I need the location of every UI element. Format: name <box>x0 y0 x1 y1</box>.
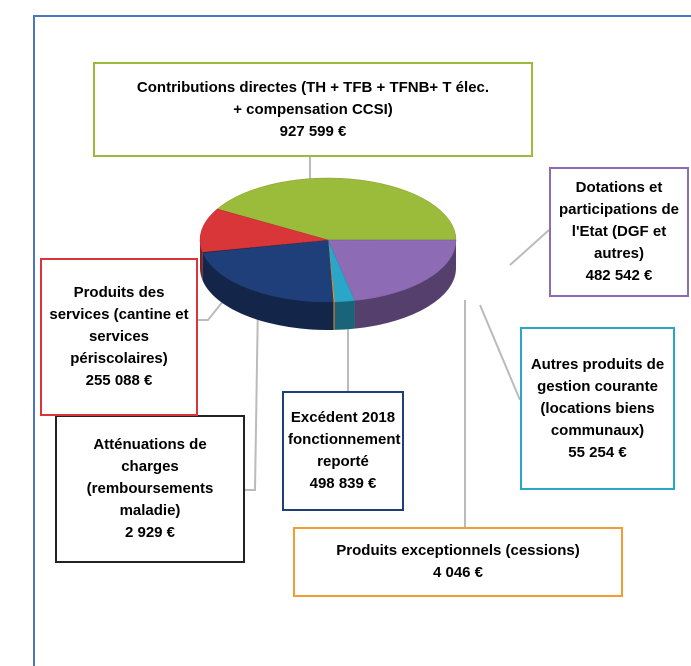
slice <box>216 177 457 241</box>
category-label: Autres produits de gestion courante (loc… <box>530 355 665 439</box>
leader <box>479 304 521 401</box>
label-box: Autres produits de gestion courante (loc… <box>520 327 675 490</box>
category-label: Contributions directes (TH + TFB + TFNB+… <box>136 78 490 118</box>
label-box: Produits exceptionnels (cessions) 4 046 € <box>293 527 623 597</box>
value-label: 55 254 € <box>568 443 627 461</box>
slice-side <box>334 300 355 330</box>
category-label: Produits exceptionnels (cessions) <box>336 542 580 559</box>
leader <box>245 299 259 491</box>
leader-lines <box>198 157 550 527</box>
category-label: Dotations et participations de l'Etat (D… <box>558 179 680 262</box>
slice <box>199 208 329 253</box>
value-label: 498 839 € <box>309 475 377 492</box>
label-box: Produits des services (cantine et servic… <box>40 258 198 416</box>
slice-side <box>200 240 203 281</box>
slice <box>202 239 334 303</box>
frame <box>33 15 691 666</box>
value-label: 2 929 € <box>124 524 176 541</box>
slice-side <box>333 301 335 330</box>
slice <box>327 239 457 301</box>
value-label: 482 542 € <box>585 267 653 284</box>
pie <box>199 177 457 330</box>
category-label: Excédent 2018 fonctionnement reporté <box>288 409 401 470</box>
value-label: 927 599 € <box>279 122 347 140</box>
label-box: Atténuations de charges (remboursements … <box>55 415 245 563</box>
category-label: Produits des services (cantine et servic… <box>49 284 189 367</box>
slice-side <box>202 252 334 330</box>
label-box: Dotations et participations de l'Etat (D… <box>549 167 689 297</box>
value-label: 4 046 € <box>432 564 484 581</box>
slice-side <box>354 240 456 329</box>
value-label: 255 088 € <box>85 372 153 389</box>
leader <box>509 229 550 266</box>
category-label: Atténuations de charges (remboursements … <box>86 436 214 519</box>
label-box: Excédent 2018 fonctionnement reporté 498 … <box>282 391 404 511</box>
label-box: Contributions directes (TH + TFB + TFNB+… <box>93 62 533 157</box>
